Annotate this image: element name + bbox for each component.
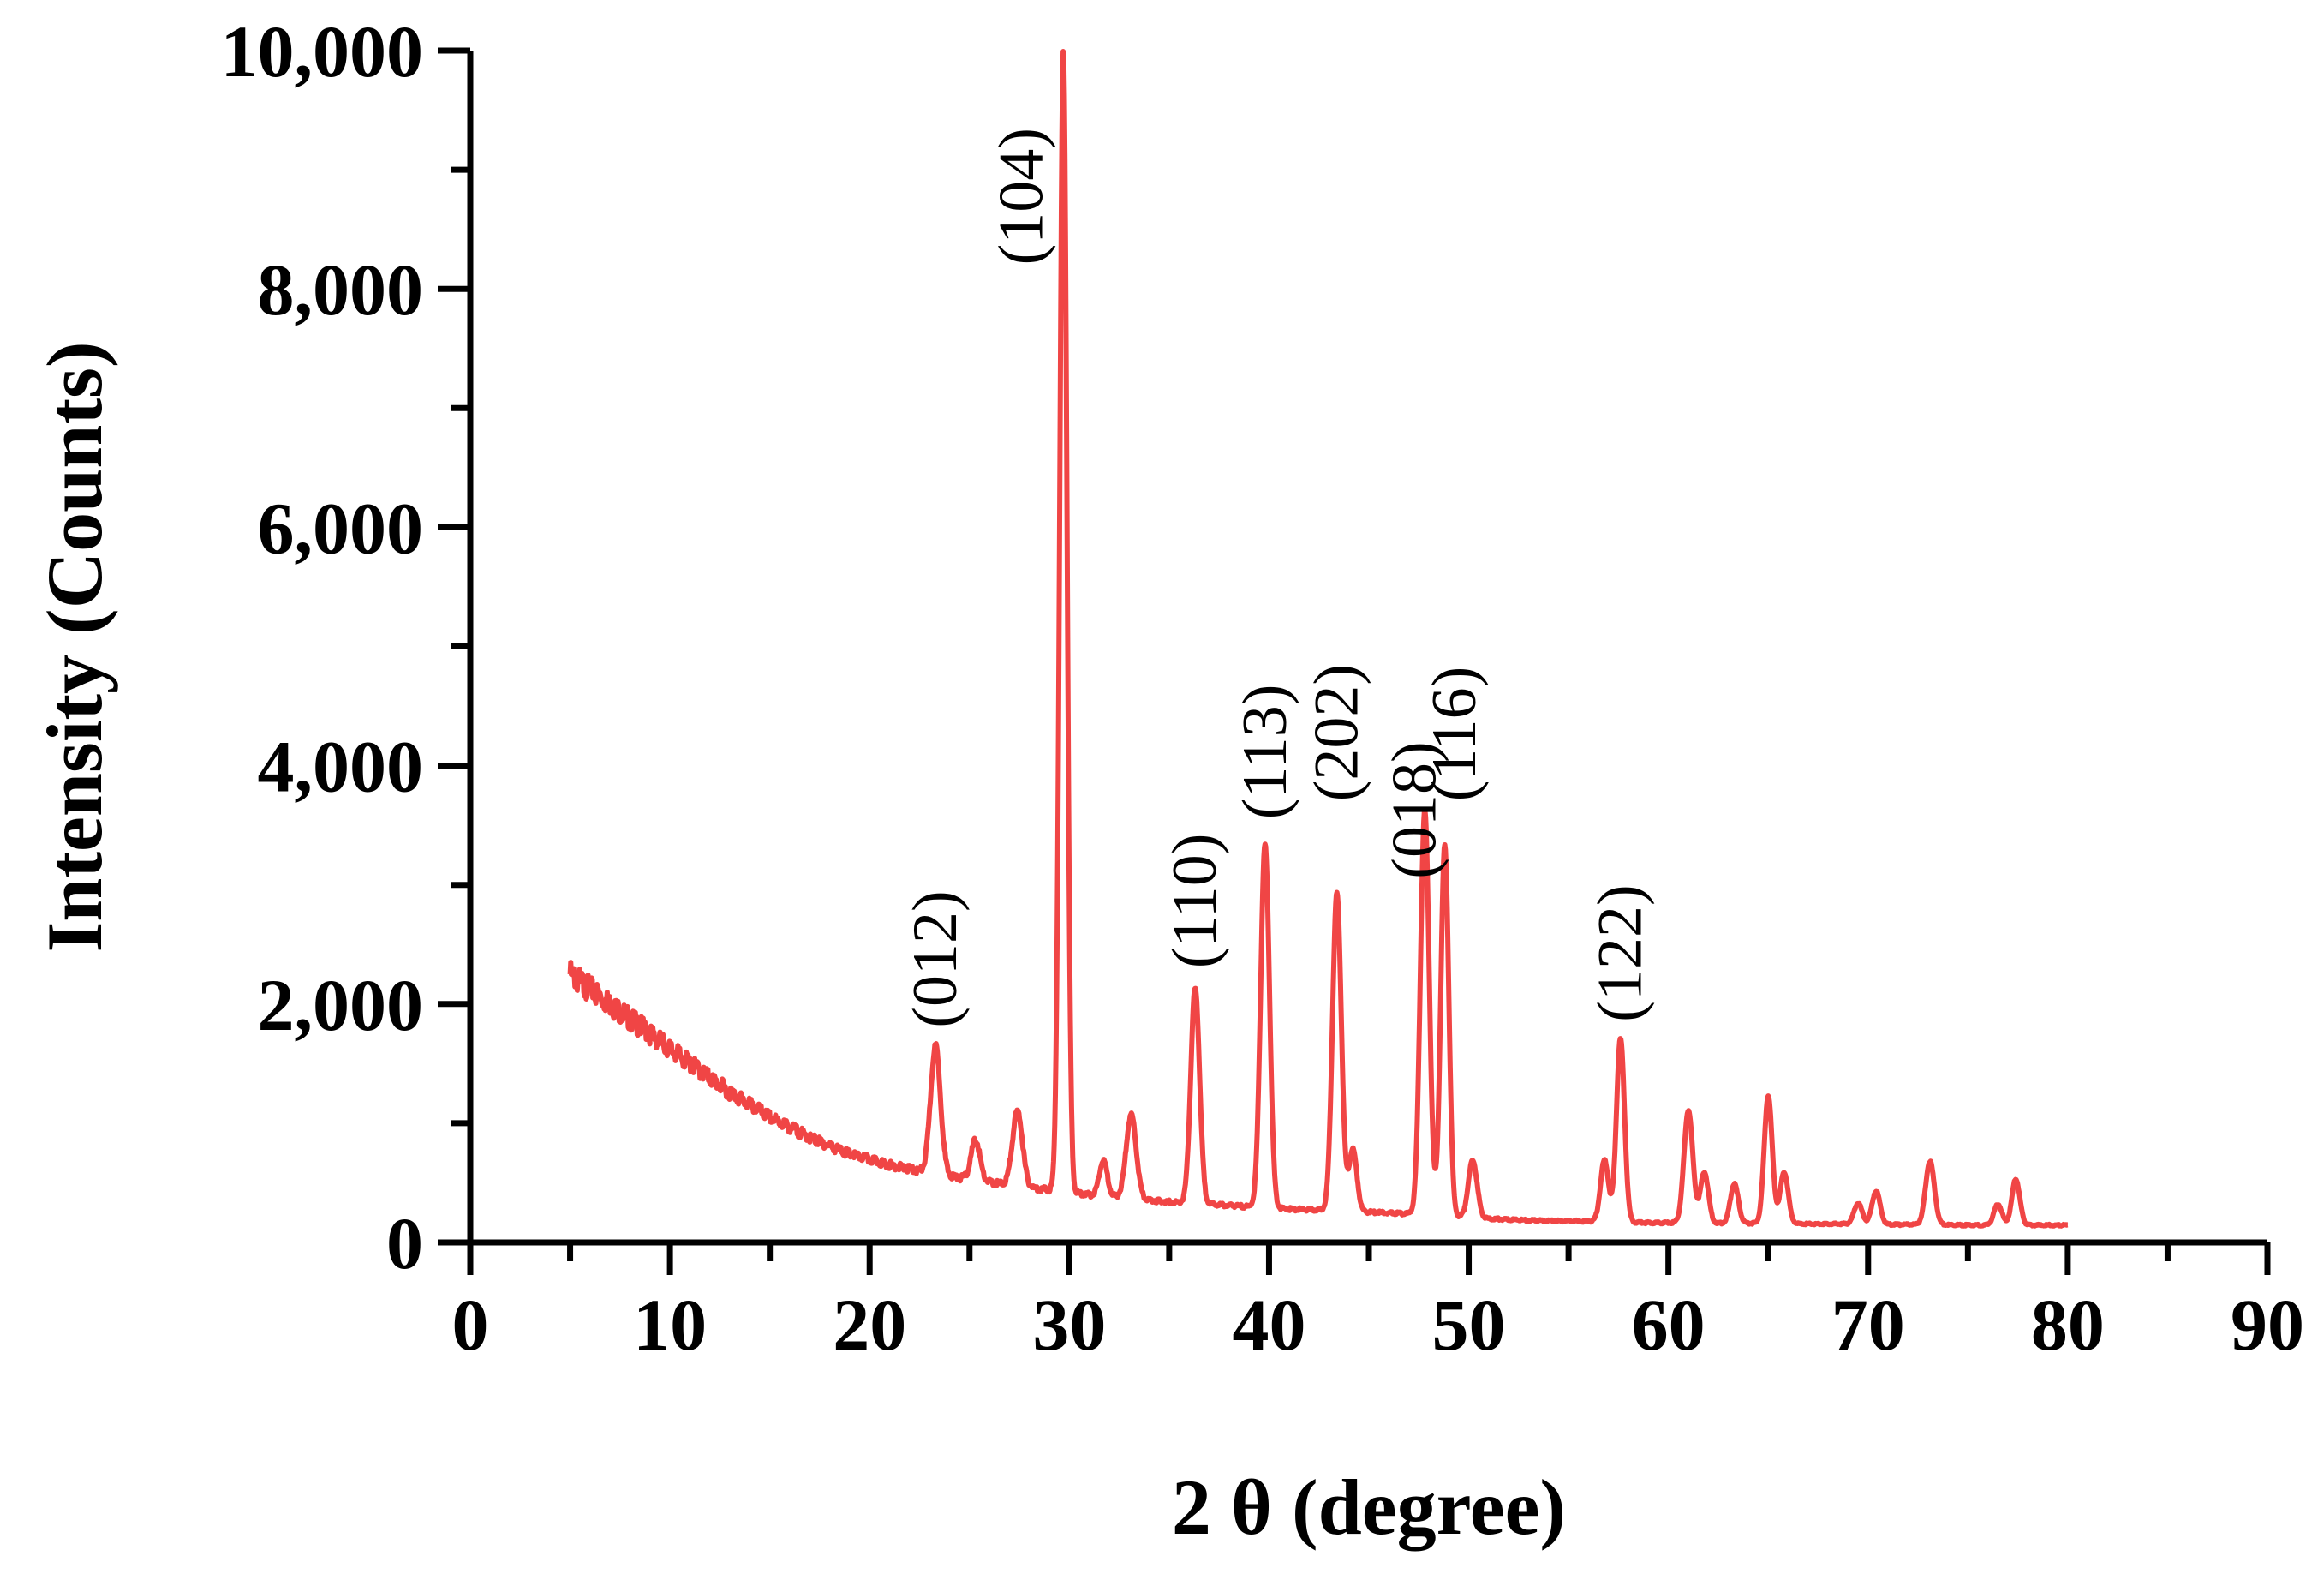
peak-annotation: (104) bbox=[986, 128, 1056, 265]
peak-annotation: (110) bbox=[1160, 834, 1230, 969]
x-tick-label: 90 bbox=[2231, 1284, 2304, 1366]
peak-annotation: (113) bbox=[1230, 685, 1300, 820]
x-tick-label: 40 bbox=[1232, 1284, 1305, 1366]
x-tick-label: 70 bbox=[1831, 1284, 1905, 1366]
series-line bbox=[567, 49, 2070, 1229]
x-tick-label: 0 bbox=[452, 1284, 489, 1366]
x-tick-label: 20 bbox=[833, 1284, 906, 1366]
x-tick-label: 50 bbox=[1432, 1284, 1506, 1366]
y-tick-label: 0 bbox=[386, 1202, 423, 1284]
axes bbox=[467, 51, 2267, 1246]
x-tick-label: 30 bbox=[1032, 1284, 1106, 1366]
y-ticks: 0 2,000 4,000 6,000 8,000 10,000 bbox=[221, 10, 470, 1284]
peak-annotation: (202) bbox=[1302, 664, 1372, 801]
x-axis-title: 2 θ (degree) bbox=[1172, 1463, 1566, 1551]
peak-annotations: (012) (104) (110)(113) (202)(018)(116) (122) bbox=[900, 128, 1656, 1027]
y-tick-label: 6,000 bbox=[258, 487, 424, 569]
peak-annotation: (018) bbox=[1380, 741, 1450, 878]
y-axis-title: Intensity (Counts) bbox=[31, 341, 118, 952]
y-tick-label: 8,000 bbox=[258, 248, 424, 331]
y-tick-label: 10,000 bbox=[221, 10, 424, 93]
peak-annotation: (116) bbox=[1419, 667, 1490, 802]
x-tick-label: 60 bbox=[1632, 1284, 1706, 1366]
plot-series bbox=[567, 49, 2070, 1229]
peak-annotation: (012) bbox=[900, 890, 971, 1027]
x-tick-label: 80 bbox=[2031, 1284, 2105, 1366]
x-tick-label: 10 bbox=[633, 1284, 707, 1366]
peak-annotation: (122) bbox=[1586, 884, 1656, 1021]
x-ticks: 0 10 20 30 40 50 60 70 80 90 bbox=[452, 1242, 2304, 1366]
y-tick-label: 4,000 bbox=[258, 726, 424, 808]
y-tick-label: 2,000 bbox=[258, 964, 424, 1046]
